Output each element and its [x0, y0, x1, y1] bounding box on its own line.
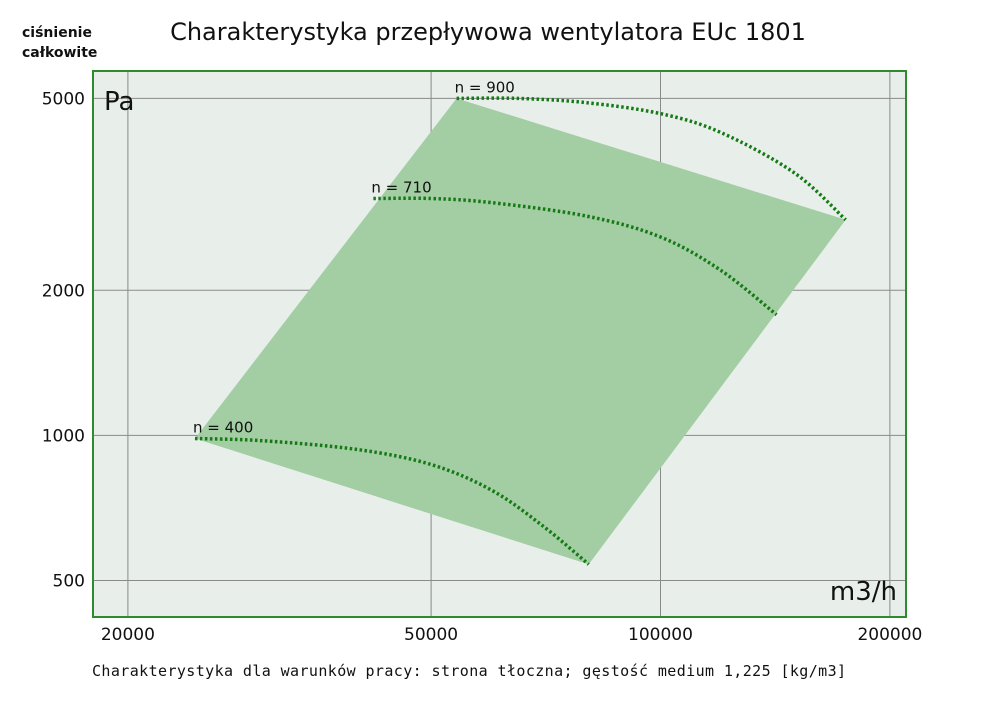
series-label: n = 710: [371, 179, 431, 197]
y-tick-label: 2000: [42, 281, 85, 301]
y-axis-label-line1: ciśnienie: [22, 25, 92, 41]
x-tick-label: 50000: [404, 625, 458, 645]
fan-curve-2: [456, 96, 847, 222]
operating-area: [195, 98, 846, 565]
y-tick-label: 1000: [42, 426, 85, 446]
chart-title: Charakterystyka przepływowa wentylatora …: [170, 18, 806, 46]
plot-border: [92, 70, 907, 618]
x-tick-label: 100000: [628, 625, 693, 645]
conditions-footnote: Charakterystyka dla warunków pracy: stro…: [92, 662, 846, 680]
fan-curves: [194, 96, 847, 566]
fan-curve-1: [373, 196, 778, 317]
x-tick-label: 200000: [857, 625, 922, 645]
x-tick-labels: 20000 50000 100000 200000: [101, 625, 923, 645]
series-labels: n = 400 n = 710 n = 900: [193, 78, 515, 436]
x-axis-unit: m3/h: [830, 577, 897, 607]
y-axis-label-line2: całkowite: [22, 45, 97, 61]
y-axis-unit: Pa: [104, 87, 134, 117]
series-label: n = 400: [193, 419, 253, 437]
x-tick-label: 20000: [101, 625, 155, 645]
fan-curve-0: [194, 436, 590, 566]
y-tick-labels: 500 1000 2000 5000: [42, 89, 85, 591]
series-label: n = 900: [455, 78, 515, 96]
y-tick-label: 500: [53, 572, 85, 592]
y-tick-label: 5000: [42, 89, 85, 109]
